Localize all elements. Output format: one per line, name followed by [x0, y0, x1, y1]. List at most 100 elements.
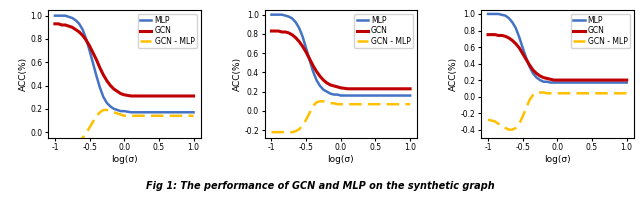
GCN: [120, 94, 128, 96]
X-axis label: log(σ): log(σ): [111, 155, 138, 164]
Legend: MLP, GCN, GCN - MLP: MLP, GCN, GCN - MLP: [571, 14, 630, 48]
GCN - MLP: [176, 115, 184, 117]
GCN: [495, 34, 502, 37]
GCN - MLP: [595, 92, 603, 95]
GCN: [68, 26, 76, 29]
GCN - MLP: [529, 94, 537, 96]
GCN: [103, 80, 111, 82]
GCN: [508, 39, 516, 42]
MLP: [155, 111, 163, 113]
MLP: [113, 109, 121, 111]
MLP: [365, 94, 372, 97]
GCN - MLP: [58, 140, 66, 143]
GCN: [155, 95, 163, 97]
GCN: [183, 95, 191, 97]
GCN - MLP: [302, 118, 310, 121]
MLP: [76, 23, 83, 25]
GCN - MLP: [268, 131, 275, 133]
GCN: [96, 67, 104, 69]
GCN: [289, 34, 296, 36]
GCN - MLP: [319, 100, 327, 102]
Line: MLP: MLP: [55, 16, 193, 112]
MLP: [399, 94, 407, 97]
MLP: [337, 94, 344, 97]
Y-axis label: ACC(%): ACC(%): [19, 57, 28, 91]
MLP: [540, 81, 547, 83]
MLP: [120, 110, 128, 112]
MLP: [543, 81, 551, 83]
MLP: [306, 59, 314, 61]
GCN: [491, 33, 499, 36]
Y-axis label: ACC(%): ACC(%): [232, 57, 241, 91]
GCN: [333, 86, 341, 88]
MLP: [89, 62, 97, 65]
MLP: [536, 79, 544, 81]
GCN - MLP: [113, 112, 121, 115]
MLP: [333, 93, 341, 96]
GCN - MLP: [86, 126, 93, 129]
GCN: [488, 33, 495, 36]
MLP: [522, 57, 530, 59]
GCN - MLP: [100, 109, 108, 111]
GCN: [623, 79, 630, 81]
Line: GCN: GCN: [55, 24, 193, 96]
GCN - MLP: [365, 103, 372, 105]
GCN: [83, 39, 90, 41]
GCN - MLP: [588, 92, 596, 95]
GCN - MLP: [333, 103, 341, 105]
MLP: [106, 105, 114, 108]
GCN: [76, 31, 83, 33]
GCN - MLP: [532, 91, 540, 94]
MLP: [103, 102, 111, 104]
GCN: [568, 79, 575, 81]
MLP: [488, 13, 495, 15]
MLP: [110, 108, 118, 110]
GCN: [169, 95, 177, 97]
GCN - MLP: [169, 115, 177, 117]
MLP: [498, 14, 506, 16]
MLP: [51, 15, 59, 17]
GCN - MLP: [285, 131, 292, 133]
GCN - MLP: [306, 112, 314, 114]
MLP: [550, 81, 557, 84]
GCN - MLP: [323, 101, 331, 103]
GCN - MLP: [155, 115, 163, 117]
GCN - MLP: [508, 128, 516, 131]
GCN: [574, 79, 582, 81]
GCN: [344, 88, 351, 90]
GCN: [526, 64, 534, 66]
GCN - MLP: [93, 115, 100, 117]
MLP: [491, 13, 499, 15]
MLP: [100, 96, 108, 98]
GCN: [337, 87, 344, 89]
MLP: [289, 17, 296, 20]
MLP: [616, 81, 623, 84]
Line: GCN - MLP: GCN - MLP: [488, 92, 627, 130]
MLP: [561, 81, 568, 84]
GCN: [502, 35, 509, 37]
GCN - MLP: [526, 99, 534, 101]
MLP: [623, 81, 630, 84]
MLP: [93, 75, 100, 77]
MLP: [326, 92, 334, 95]
GCN: [268, 30, 275, 32]
GCN: [543, 77, 551, 80]
MLP: [183, 111, 191, 113]
MLP: [484, 13, 492, 15]
GCN - MLP: [547, 92, 554, 95]
GCN: [484, 33, 492, 36]
MLP: [330, 93, 338, 96]
GCN - MLP: [89, 120, 97, 123]
GCN: [117, 92, 125, 95]
GCN: [189, 95, 197, 97]
GCN - MLP: [550, 92, 557, 95]
MLP: [351, 94, 358, 97]
GCN - MLP: [522, 107, 530, 109]
GCN - MLP: [83, 132, 90, 134]
MLP: [595, 81, 603, 84]
GCN - MLP: [540, 91, 547, 94]
MLP: [189, 111, 197, 113]
MLP: [271, 13, 279, 16]
GCN - MLP: [344, 103, 351, 105]
MLP: [86, 49, 93, 52]
